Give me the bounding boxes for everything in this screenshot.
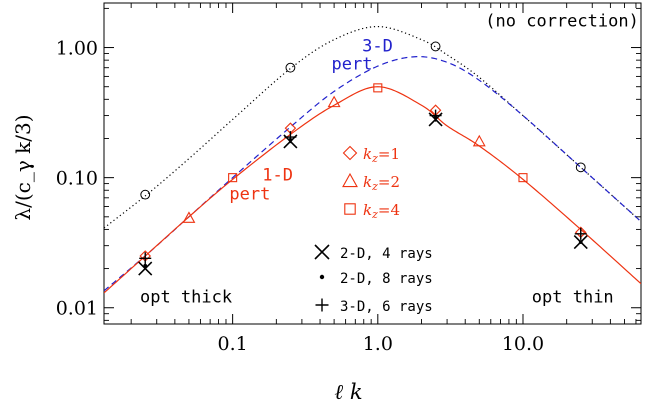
marker-square-0 xyxy=(228,173,238,183)
marker-circle-0 xyxy=(140,189,151,200)
legend-symbol-dot xyxy=(319,274,325,280)
marker-circle-1 xyxy=(285,62,296,73)
marker-circle-3 xyxy=(575,162,586,173)
legend-symbol-triangle xyxy=(342,172,358,188)
plot-frame xyxy=(103,2,642,325)
marker-x-0 xyxy=(138,261,153,276)
annotation-1: 3-D xyxy=(362,37,393,57)
marker-dot-3 xyxy=(578,240,583,244)
marker-square-1 xyxy=(373,83,383,93)
annotation-3: 1-D xyxy=(262,166,293,186)
legend-label: 3-D, 6 rays xyxy=(340,299,433,315)
legend-label-kz: kz=4 xyxy=(363,201,400,221)
legend-symbol-square xyxy=(344,203,356,215)
series-line-2 xyxy=(104,86,641,294)
series-line-0 xyxy=(104,25,641,229)
annotation-0: (no correction) xyxy=(485,12,639,32)
y-axis-label: λ/(c_γ k/3) xyxy=(11,114,35,220)
legend-symbol-plus xyxy=(315,298,329,312)
legend-label: 2-D, 4 rays xyxy=(340,246,433,262)
marker-triangle-2 xyxy=(472,134,486,147)
legend-label: 2-D, 8 rays xyxy=(340,271,433,287)
legend-symbol-x xyxy=(314,244,330,260)
marker-plus-3 xyxy=(574,227,587,240)
marker-plus-0 xyxy=(139,252,152,265)
marker-triangle-1 xyxy=(327,95,341,108)
marker-square-2 xyxy=(518,173,528,183)
legend-symbol-diamond xyxy=(342,145,358,161)
marker-triangle-0 xyxy=(182,211,196,223)
x-axis-label: ℓ k xyxy=(334,380,362,404)
x-tick-label: 10.0 xyxy=(502,333,544,355)
annotation-2: pert xyxy=(332,54,373,74)
legend-label-kz: kz=1 xyxy=(363,145,400,165)
y-tick-label: 0.10 xyxy=(56,168,98,190)
marker-circle-2 xyxy=(430,41,441,52)
x-tick-label: 1.0 xyxy=(363,333,393,355)
marker-plus-2 xyxy=(429,109,442,122)
legend-label-kz: kz=2 xyxy=(363,173,400,193)
annotation-5: opt thick xyxy=(140,287,232,307)
annotation-4: pert xyxy=(229,184,270,204)
marker-plus-1 xyxy=(284,131,297,144)
y-tick-label: 1.00 xyxy=(56,38,98,60)
x-tick-label: 0.1 xyxy=(218,333,248,355)
y-tick-label: 0.01 xyxy=(56,298,98,320)
marker-dot-0 xyxy=(143,263,148,268)
annotation-6: opt thin xyxy=(532,287,614,307)
